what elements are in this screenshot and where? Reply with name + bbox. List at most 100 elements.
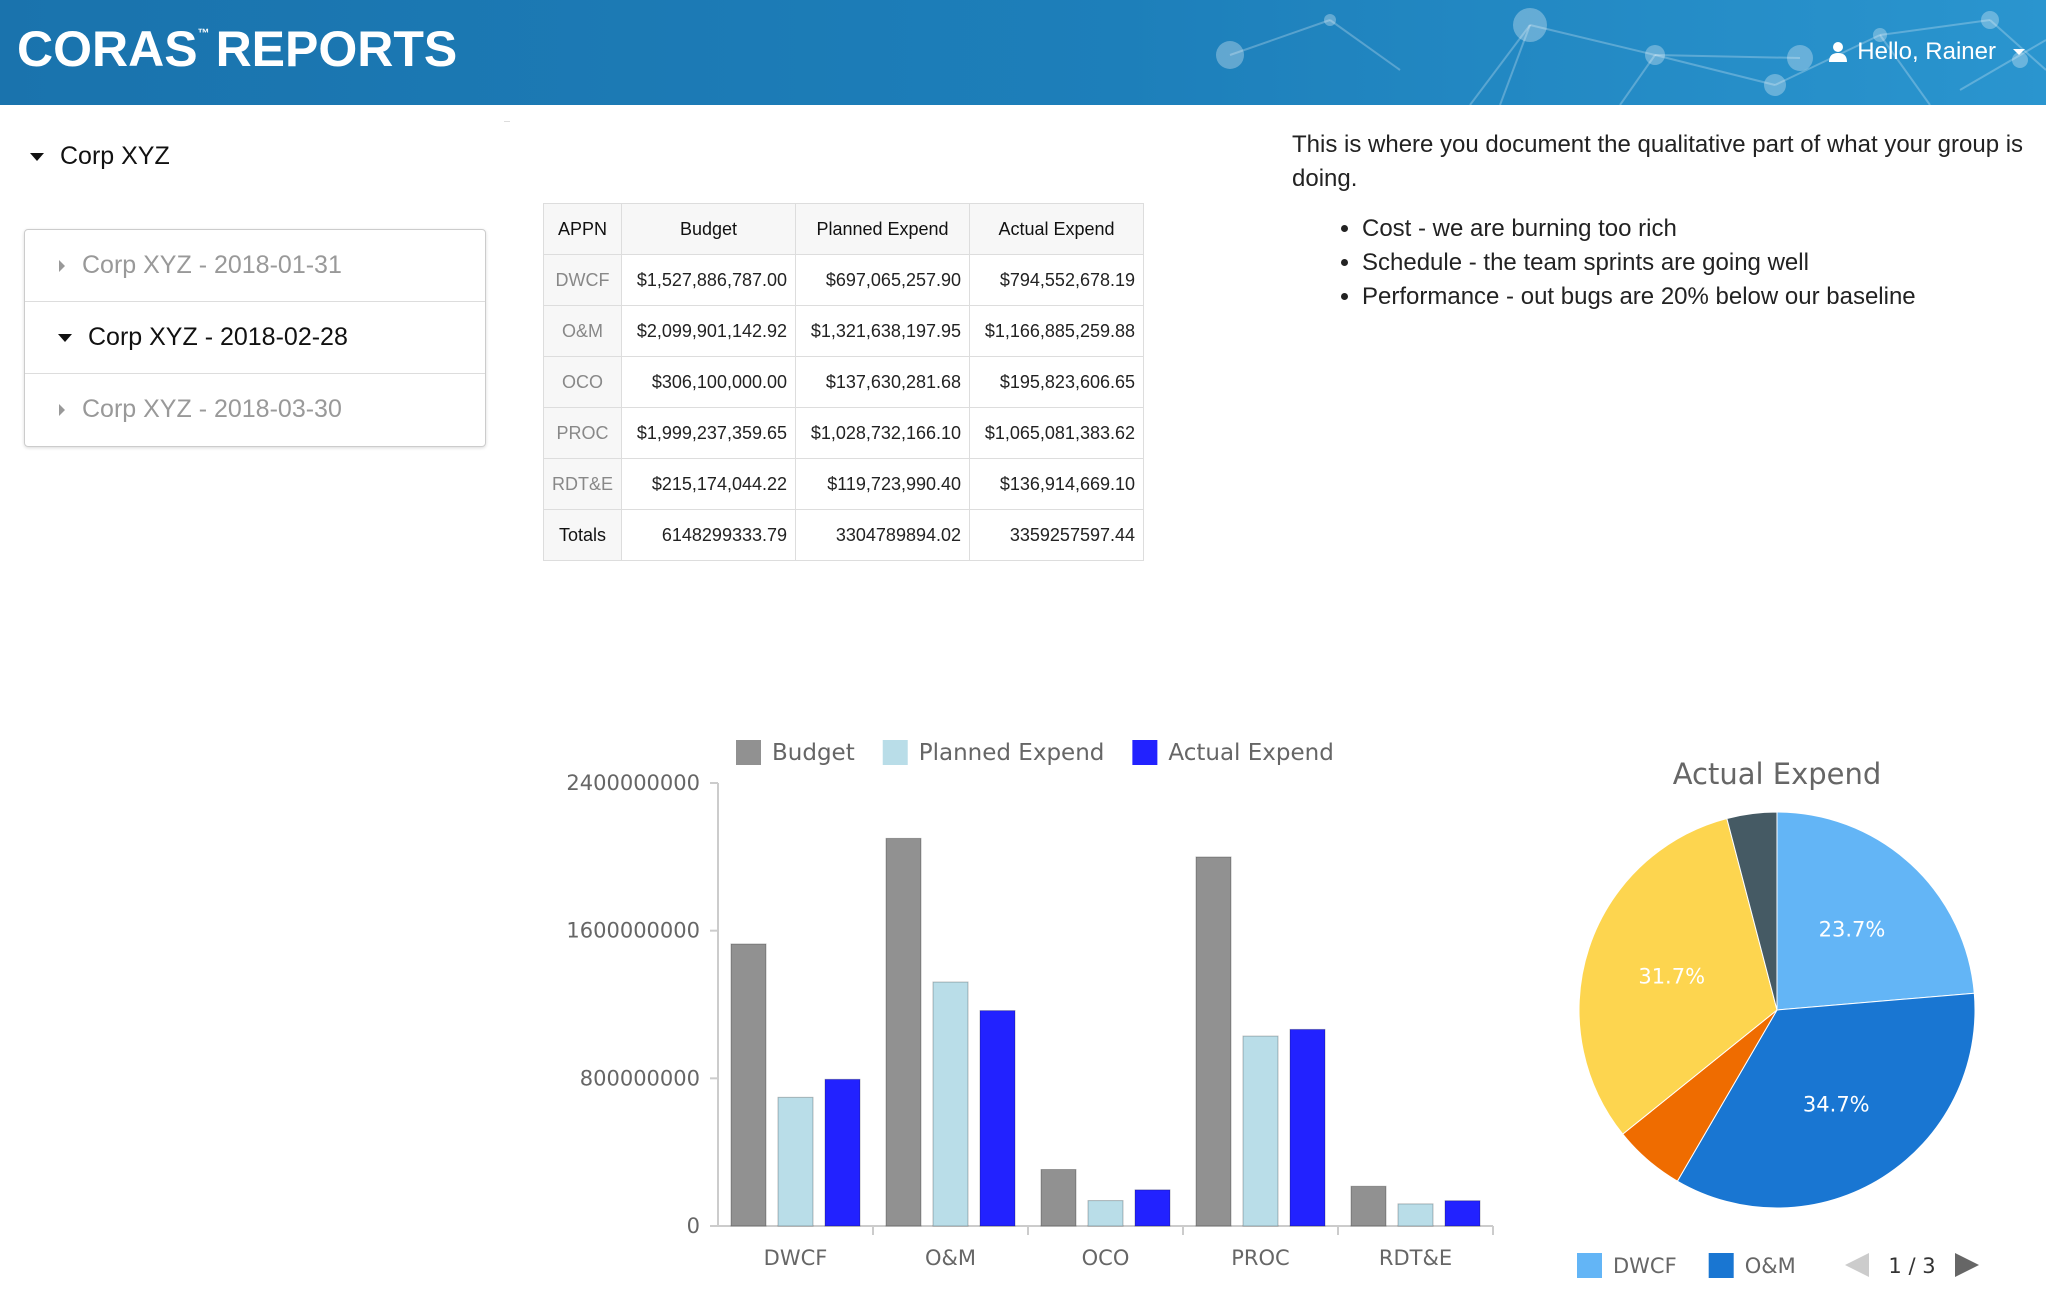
table-cell: $794,552,678.19 [969, 254, 1145, 306]
notes-bullet: Schedule - the team sprints are going we… [1362, 246, 2042, 280]
legend-label-0: Budget [772, 740, 855, 766]
caret-down-icon [30, 152, 44, 161]
row-label: OCO [542, 356, 623, 408]
y-tick-label: 0 [687, 1214, 700, 1238]
table-cell: $2,099,901,142.92 [621, 305, 797, 357]
legend-prev-arrow-icon [1845, 1253, 1869, 1277]
pie-slice-dwcf [1776, 811, 1975, 1011]
app-logo[interactable]: CORAS™ REPORTS [17, 20, 457, 78]
bar-budget-om [885, 837, 922, 1227]
table-cell: $1,065,081,383.62 [969, 407, 1145, 459]
bar-budget-oco [1040, 1168, 1077, 1227]
column-header-planned-expend: Planned Expend [795, 203, 971, 255]
table-cell: $1,028,732,166.10 [795, 407, 971, 459]
bar-actual-expend-proc [1289, 1028, 1326, 1227]
row-label: RDT&E [542, 458, 623, 510]
table-cell: $1,999,237,359.65 [621, 407, 797, 459]
column-header-actual-expend: Actual Expend [969, 203, 1145, 255]
qualitative-notes: This is where you document the qualitati… [1292, 128, 2042, 314]
row-label: DWCF [542, 254, 623, 306]
app-header: CORAS™ REPORTS Hello, Rainer [0, 0, 2046, 105]
bar-actual-expend-oco [1134, 1189, 1171, 1227]
x-tick-label: O&M [925, 1246, 976, 1270]
x-tick-label: OCO [1082, 1246, 1130, 1270]
table-row: DWCF $1,527,886,787.00 $697,065,257.90 $… [542, 254, 1145, 306]
bar-actual-expend-rdte [1444, 1200, 1481, 1227]
legend-swatch-2 [1132, 740, 1158, 765]
grouped-bar-chart: Budget Planned Expend Actual Expend 0 800000… [566, 740, 1494, 1270]
x-tick-label: PROC [1231, 1246, 1289, 1270]
table-cell: $215,174,044.22 [621, 458, 797, 510]
bar-planned-expend-om [932, 981, 969, 1227]
y-tick-label: 2400000000 [566, 771, 700, 795]
user-greeting: Hello, Rainer [1857, 38, 1996, 65]
caret-right-icon [59, 259, 65, 272]
row-label: Totals [542, 509, 623, 561]
table-cell: $1,321,638,197.95 [795, 305, 971, 357]
table-cell: 3359257597.44 [969, 509, 1145, 561]
bar-planned-expend-rdte [1397, 1203, 1434, 1227]
pie-legend-swatch [1577, 1253, 1602, 1278]
bar-budget-dwcf [730, 943, 767, 1227]
pie-title: Actual Expend [1673, 757, 1882, 791]
table-cell: $1,527,886,787.00 [621, 254, 797, 306]
legend-swatch-1 [882, 740, 908, 765]
table-cell: 6148299333.79 [621, 509, 797, 561]
appropriation-table: APPN Budget Planned Expend Actual Expend… [542, 203, 1145, 561]
x-tick-label: RDT&E [1379, 1246, 1452, 1270]
pie-slice-label: 34.7% [1803, 1093, 1870, 1117]
pie-slice-label: 31.7% [1638, 964, 1705, 988]
header-network-decoration [1216, 8, 2046, 105]
bar-planned-expend-dwcf [777, 1096, 814, 1227]
table-row: RDT&E $215,174,044.22 $119,723,990.40 $1… [542, 458, 1145, 510]
legend-page-indicator: 1 / 3 [1888, 1254, 1935, 1278]
pie-slice-rdte [1726, 811, 1778, 1011]
legend-label-1: Planned Expend [919, 740, 1105, 766]
user-menu[interactable]: Hello, Rainer [1829, 38, 2026, 66]
table-cell: $136,914,669.10 [969, 458, 1145, 510]
column-header-budget: Budget [621, 203, 797, 255]
table-header-row: APPN Budget Planned Expend Actual Expend [542, 203, 1145, 255]
logo-trademark: ™ [197, 26, 210, 40]
report-tree-sidebar: Corp XYZ Corp XYZ - 2018-01-31 Corp XYZ … [0, 105, 510, 525]
table-row: O&M $2,099,901,142.92 $1,321,638,197.95 … [542, 305, 1145, 357]
tree-item-label: Corp XYZ - 2018-01-31 [82, 251, 342, 279]
caret-down-icon [58, 333, 72, 342]
pie-slice-om [1676, 992, 1976, 1209]
bar-actual-expend-om [979, 1010, 1016, 1227]
pie-legend-swatch [1708, 1253, 1734, 1278]
tree-item-2018-02-28[interactable]: Corp XYZ - 2018-02-28 [25, 302, 485, 374]
pie-legend-label: O&M [1745, 1254, 1796, 1278]
tree-item-label: Corp XYZ - 2018-03-30 [82, 395, 342, 423]
bar-planned-expend-oco [1087, 1200, 1124, 1227]
y-tick-label: 800000000 [580, 1066, 700, 1090]
table-totals-row: Totals 6148299333.79 3304789894.02 33592… [542, 509, 1145, 561]
notes-bullet: Cost - we are burning too rich [1362, 212, 2042, 246]
bar-budget-rdte [1350, 1185, 1387, 1227]
tree-children-list: Corp XYZ - 2018-01-31 Corp XYZ - 2018-02… [24, 229, 486, 447]
x-tick-label: DWCF [764, 1246, 828, 1270]
sidebar-corner-divider [504, 121, 510, 126]
bar-actual-expend-dwcf [824, 1078, 861, 1227]
bar-budget-proc [1195, 856, 1232, 1227]
bar-planned-expend-proc [1242, 1035, 1279, 1227]
table-cell: $119,723,990.40 [795, 458, 971, 510]
legend-swatch-0 [736, 740, 761, 765]
notes-bullet: Performance - out bugs are 20% below our… [1362, 280, 2042, 314]
legend-label-2: Actual Expend [1168, 740, 1333, 766]
legend-next-arrow-icon [1955, 1253, 1979, 1277]
row-label: PROC [542, 407, 623, 459]
logo-text-rest: REPORTS [215, 21, 458, 77]
logo-text-main: CORAS [17, 21, 198, 77]
table-cell: $137,630,281.68 [795, 356, 971, 408]
pie-slice-proc [1578, 817, 1778, 1135]
chevron-down-icon [2013, 49, 2025, 55]
actual-expend-pie-chart: Actual Expend 23.7% 34.7% 31.7% DWCF O&M 1 / 3 [1577, 757, 1979, 1278]
notes-bullet-list: Cost - we are burning too rich Schedule … [1292, 212, 2042, 314]
pie-legend-label: DWCF [1613, 1254, 1677, 1278]
tree-item-2018-03-30[interactable]: Corp XYZ - 2018-03-30 [25, 374, 485, 445]
tree-item-2018-01-31[interactable]: Corp XYZ - 2018-01-31 [25, 230, 485, 302]
table-row: PROC $1,999,237,359.65 $1,028,732,166.10… [542, 407, 1145, 459]
tree-item-label: Corp XYZ - 2018-02-28 [88, 323, 348, 351]
tree-root-corp-xyz[interactable]: Corp XYZ [30, 142, 170, 171]
